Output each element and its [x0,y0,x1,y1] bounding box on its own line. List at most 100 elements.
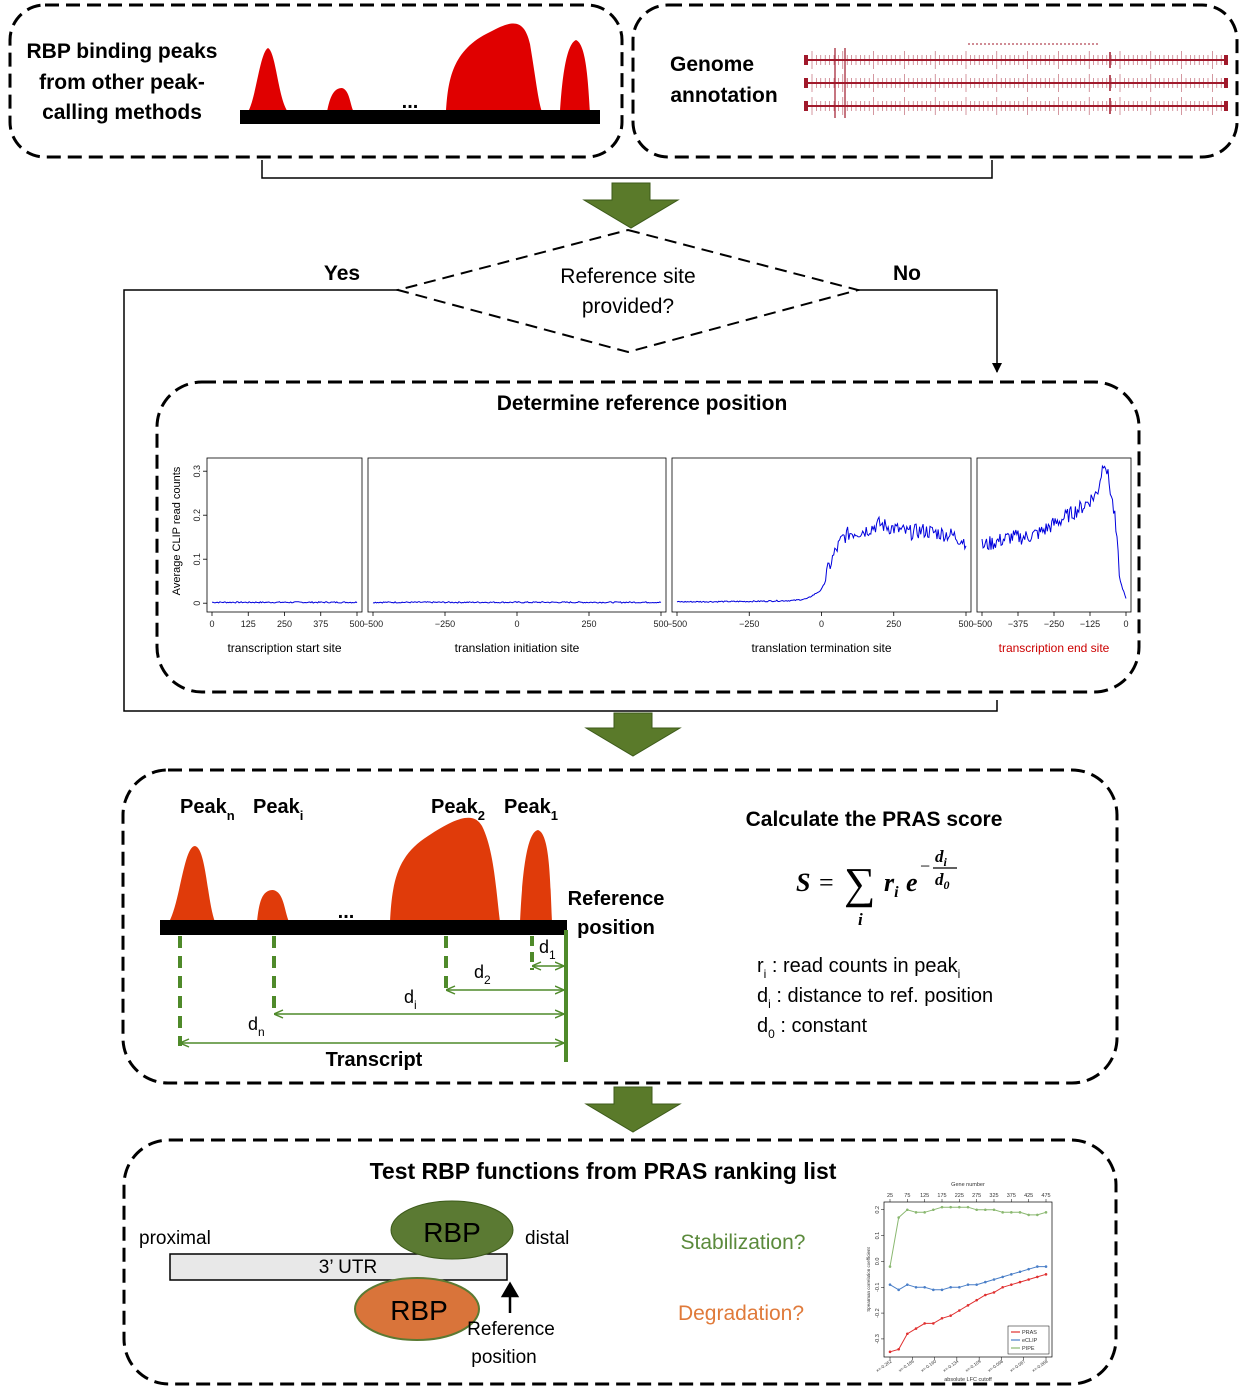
input-ellipsis: ... [402,91,419,113]
distance-label-1: d1 [539,937,556,962]
top-tick-label: 375 [1007,1193,1016,1199]
metaplot-frame [976,457,1132,613]
correlation-point [949,1205,952,1209]
metaplot-series-line [211,601,358,604]
legend-label: PIPE [1022,1346,1035,1352]
top-tick-label: 425 [1024,1193,1033,1199]
correlation-point [932,1322,935,1325]
pras-track-bar [160,920,567,935]
distance-label-i: di [404,987,417,1012]
correlation-point [1036,1265,1039,1268]
correlation-point [966,1304,970,1307]
correlation-point [1036,1275,1039,1279]
y-tick-label: -0.3 [875,1334,881,1343]
x-tick-label: 500 [653,619,668,629]
correlation-point [1001,1211,1004,1214]
correlation-point [897,1216,900,1219]
distance-label-2: d2 [474,962,491,987]
definition-d-i: di : distance to ref. position [757,985,993,1011]
flow-arrow-1 [582,182,680,229]
input-peaks-label-line-3: calling methods [42,101,202,124]
x-tick-label: 375 [313,619,328,629]
metaplot-xlabel: translation termination site [751,641,891,655]
x-tick-label: −500 [363,619,383,629]
x-tick-label: 250 [277,619,292,629]
correlation-point [940,1316,944,1320]
x-tick-label: 500 [958,619,973,629]
correlation-point [897,1347,900,1351]
reference-position-panel [155,380,1141,694]
formula-exp-den: d0 [935,870,950,892]
y-tick-label: 0.1 [192,553,202,566]
x-tick-label: x=-0.087 [1009,1358,1027,1372]
correlation-point [1036,1213,1039,1217]
peak-label-2: Peak2 [431,796,485,823]
correlation-point [975,1283,978,1286]
metaplot-frame [367,457,667,613]
formula-equals: = [819,868,834,897]
formula-exp-minus: − [920,856,930,876]
correlation-point [906,1283,909,1286]
genome-tracks [804,43,1228,118]
correlation-point [906,1332,909,1336]
gene-track-start [804,55,808,65]
input-peaks-track: ... [240,23,600,124]
distal-label: distal [525,1228,569,1249]
decision-yes-label: Yes [324,262,360,285]
correlation-point [923,1322,926,1325]
degradation-label: Degradation? [678,1302,804,1325]
y-tick-label: 0.2 [875,1206,881,1214]
decision-question-line-1: Reference site [560,265,695,288]
x-tick-label: −250 [739,619,759,629]
correlation-point [1010,1283,1013,1286]
pras-peak-i [257,890,289,922]
reference-panel-title: Determine reference position [497,392,788,415]
pras-reference-line-2: position [577,917,655,939]
top-tick-label: 275 [972,1193,981,1199]
correlation-point [958,1285,961,1289]
correlation-point [984,1208,987,1212]
gene-track-end [1224,55,1228,65]
input-track-bar [240,110,600,124]
proximal-label: proximal [139,1228,211,1249]
correlation-point [958,1205,961,1209]
correlation-xlabel: absolute LFC cutoff [944,1377,992,1383]
top-tick-label: 225 [955,1193,964,1199]
flow-arrow-3 [584,1086,682,1133]
legend-label: eCLIP [1022,1338,1038,1344]
correlation-point [984,1293,987,1297]
y-tick-label: -0.2 [875,1308,881,1317]
correlation-point [888,1283,892,1286]
pras-ellipsis: ... [338,901,355,923]
peak-label-i: Peaki [253,796,303,823]
correlation-point [1044,1265,1048,1268]
correlation-point [1027,1267,1030,1271]
top-connector-bracket [261,160,993,179]
metaplots: 0 125 250 375 500 0 0.1 0.2 0.3 transcription sta… [192,457,1132,655]
pras-peak-2 [390,817,500,922]
top-tick-label: 25 [887,1193,893,1199]
distance-label-n: dn [248,1014,265,1039]
correlation-point [914,1285,918,1289]
input-peaks-label-line-2: from other peak- [39,71,205,94]
correlation-point [1018,1270,1022,1274]
x-tick-label: −250 [435,619,455,629]
correlation-point [940,1288,944,1292]
stabilization-label: Stabilization? [681,1231,806,1254]
definition-d-0: d0 : constant [757,1015,868,1041]
correlation-point [1010,1211,1013,1214]
input-peak [248,48,288,112]
pras-peak-1 [520,830,552,922]
y-tick-label: 0.3 [192,465,202,478]
correlation-point [1010,1273,1013,1276]
gene-track-end [1224,78,1228,88]
correlation-point [906,1208,909,1212]
reference-up-arrow [500,1281,520,1313]
x-tick-label: 0 [819,619,824,629]
correlation-point [923,1285,926,1289]
rbp-top-label: RBP [423,1217,481,1248]
gene-track-start [804,78,808,88]
correlation-point [1018,1280,1022,1284]
correlation-point [1027,1213,1030,1217]
